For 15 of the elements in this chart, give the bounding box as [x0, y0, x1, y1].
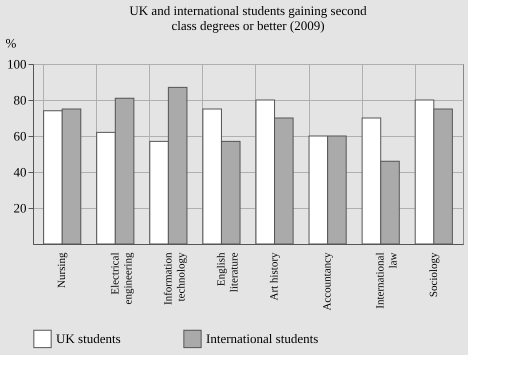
x-tick-label: Sociology	[428, 252, 440, 298]
y-tick-label: 20	[14, 200, 26, 216]
y-tick-label: 80	[14, 92, 26, 108]
legend-label: International students	[206, 330, 318, 346]
x-tick-label: Nursing	[56, 252, 68, 288]
y-tick-label: 40	[14, 164, 26, 180]
y-axis-title: %	[6, 36, 16, 50]
x-tick-label: International law	[374, 252, 400, 309]
x-tick-label: Electrical engineering	[109, 252, 134, 304]
y-tick-label: 60	[14, 128, 26, 144]
x-tick-label: Accountancy	[322, 252, 334, 311]
chart-title: UK and international students gaining second class degrees or better (2009)	[129, 3, 368, 33]
y-tick-label: 100	[7, 56, 26, 72]
legend-label: UK students	[56, 330, 121, 346]
x-tick-label: Art history	[268, 252, 281, 300]
